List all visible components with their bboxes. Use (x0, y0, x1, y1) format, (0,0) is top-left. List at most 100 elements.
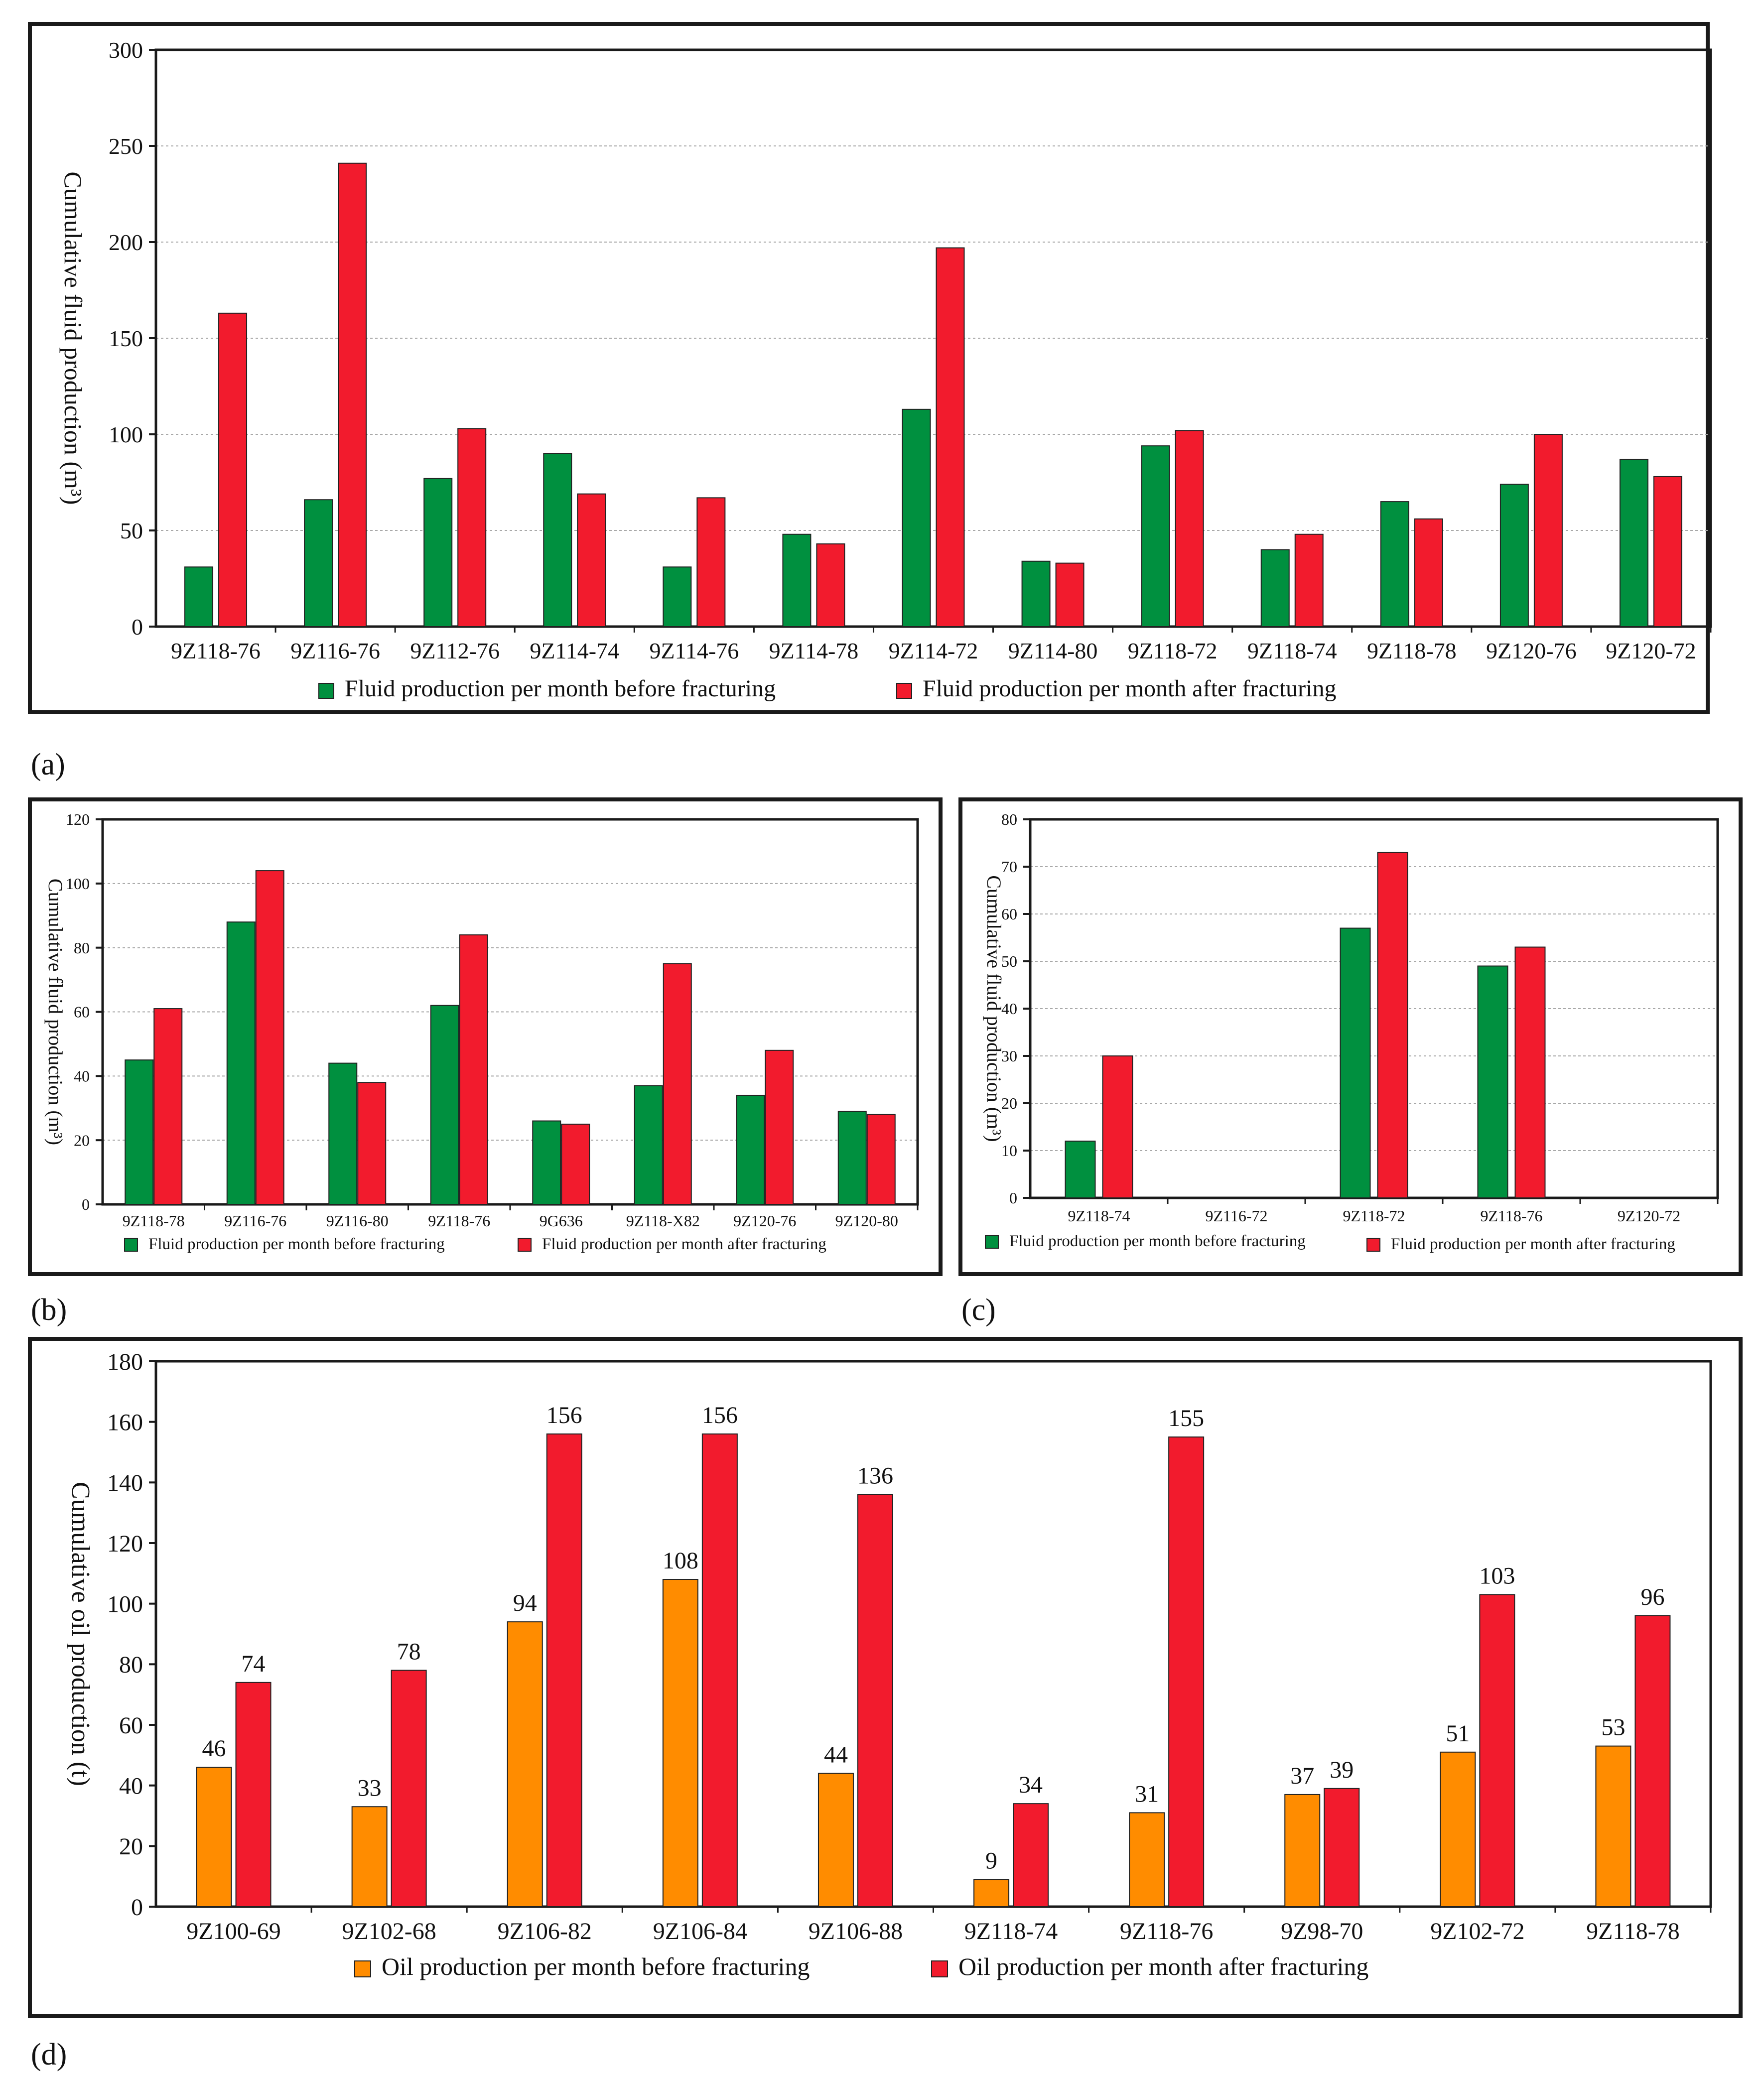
x-tick-label: 9Z120-72 (1618, 1207, 1680, 1225)
bar-before-9Z118-76 (1477, 965, 1508, 1198)
panel-frame (28, 1337, 1743, 2018)
x-tick-label: 9Z120-80 (835, 1212, 898, 1230)
bar-after-9Z102-72 (1479, 1594, 1515, 1908)
bar-after-9Z114-78 (816, 543, 845, 628)
bar-before-9Z118-74 (1065, 1141, 1096, 1198)
bar-after-9Z100-69 (235, 1682, 271, 1907)
bar-after-9Z116-76 (338, 162, 367, 627)
bar-after-9Z114-74 (577, 493, 606, 627)
bar-after-9Z114-76 (696, 497, 726, 627)
y-tick-label: 100 (66, 875, 90, 893)
x-tick-label: 9Z114-78 (769, 638, 859, 663)
bar-after-9Z112-76 (457, 428, 487, 627)
y-tick-label: 0 (132, 614, 143, 640)
bar-before-9Z118-X82 (634, 1085, 663, 1205)
data-label: 156 (546, 1402, 582, 1429)
x-tick-label: 9Z112-76 (410, 638, 500, 663)
bar-before-9Z120-76 (736, 1094, 765, 1205)
bar-after-9Z120-76 (1533, 434, 1563, 627)
data-label: 34 (1019, 1772, 1043, 1798)
bar-before-9Z106-84 (662, 1579, 698, 1907)
y-tick-label: 50 (1001, 952, 1017, 970)
x-tick-label: 9Z120-76 (1486, 638, 1576, 663)
data-label: 51 (1446, 1720, 1470, 1747)
chart-panel-3: 0 10 20 30 40 50 60 70 80 Cumulative fluid produc… (958, 797, 1743, 1327)
bar-after-9Z118-74 (1294, 533, 1324, 627)
x-tick-label: 9Z100-69 (186, 1918, 280, 1945)
bar-after-9Z98-70 (1324, 1788, 1360, 1907)
panel-frame (28, 22, 1710, 714)
data-label: 37 (1290, 1763, 1314, 1789)
y-tick-label: 10 (1001, 1142, 1017, 1160)
bar-before-9Z118-74 (973, 1879, 1010, 1907)
y-tick-label: 0 (82, 1195, 90, 1213)
x-tick-label: 9Z106-84 (653, 1918, 747, 1945)
bar-before-9Z118-78 (1595, 1745, 1631, 1907)
y-axis-label: Cumulative fluid production (m³) (59, 171, 87, 505)
legend-swatch (931, 1960, 948, 1977)
y-tick-label: 80 (74, 939, 90, 957)
x-tick-label: 9Z118-78 (123, 1212, 185, 1230)
panel-frame (28, 797, 943, 1276)
bar-before-9Z102-72 (1440, 1751, 1476, 1907)
y-tick-label: 20 (119, 1833, 143, 1860)
bar-after-9Z118-76 (459, 934, 488, 1205)
bar-before-9Z114-78 (782, 533, 812, 627)
bar-after-9Z116-80 (357, 1082, 387, 1205)
data-label: 53 (1601, 1714, 1625, 1741)
y-tick-label: 0 (131, 1894, 143, 1921)
data-label: 39 (1330, 1757, 1354, 1783)
bar-after-9Z118-76 (218, 312, 248, 627)
bar-before-9Z98-70 (1284, 1794, 1321, 1908)
bar-before-9Z120-76 (1499, 484, 1529, 627)
bar-after-9Z118-78 (1634, 1615, 1671, 1907)
panel-label: (d) (31, 2038, 67, 2072)
bar-after-9Z114-72 (936, 247, 965, 627)
y-tick-label: 80 (1001, 810, 1017, 828)
x-tick-label: 9Z114-72 (889, 638, 978, 663)
y-tick-label: 250 (109, 133, 143, 159)
legend-label: Oil production per month after fracturin… (958, 1952, 1368, 1980)
data-label: 74 (242, 1651, 266, 1677)
legend-label: Fluid production per month before fractu… (148, 1235, 445, 1253)
bar-after-9Z106-88 (857, 1494, 893, 1908)
x-tick-label: 9Z106-88 (809, 1918, 903, 1945)
bar-before-9Z116-80 (328, 1062, 358, 1205)
bar-before-9Z118-78 (125, 1059, 154, 1205)
x-tick-label: 9Z118-78 (1367, 638, 1457, 663)
chart-panel-4: 0 20 40 60 80 100 120 140 160 180 Cumulative oil p… (28, 1337, 1743, 2072)
legend-label: Fluid production per month after fractur… (542, 1235, 826, 1253)
bar-before-9Z106-88 (817, 1773, 854, 1907)
x-tick-label: 9Z118-74 (1068, 1207, 1130, 1225)
bar-after-9Z118-72 (1175, 430, 1204, 628)
legend-swatch (354, 1960, 371, 1977)
x-tick-label: 9Z114-76 (649, 638, 739, 663)
bar-before-9Z116-76 (226, 921, 256, 1205)
x-tick-label: 9Z120-72 (1606, 638, 1696, 663)
x-tick-label: 9Z118-76 (171, 638, 261, 663)
legend-swatch (318, 683, 334, 699)
data-label: 78 (397, 1639, 421, 1665)
data-label: 108 (663, 1548, 698, 1574)
bar-before-9Z114-72 (902, 408, 931, 627)
panel-label: (a) (31, 748, 65, 781)
bar-before-9Z118-78 (1380, 501, 1409, 627)
y-tick-label: 180 (107, 1349, 143, 1375)
bar-after-9Z120-72 (1653, 476, 1682, 627)
bar-after-9Z116-76 (255, 870, 284, 1205)
bar-after-9Z120-80 (866, 1114, 896, 1205)
y-tick-label: 100 (109, 422, 143, 447)
x-tick-label: 9Z114-74 (530, 638, 619, 663)
y-tick-label: 0 (1009, 1189, 1017, 1207)
y-tick-label: 140 (107, 1470, 143, 1496)
data-label: 103 (1479, 1562, 1515, 1589)
x-tick-label: 9Z116-76 (224, 1212, 286, 1230)
data-label: 44 (824, 1741, 848, 1768)
x-tick-label: 9Z118-72 (1128, 638, 1218, 663)
y-tick-label: 300 (109, 37, 143, 63)
bar-after-9Z118-72 (1377, 852, 1408, 1198)
y-tick-label: 60 (74, 1003, 90, 1021)
data-label: 156 (702, 1402, 738, 1429)
y-tick-label: 50 (120, 518, 143, 543)
y-tick-label: 120 (107, 1531, 143, 1557)
